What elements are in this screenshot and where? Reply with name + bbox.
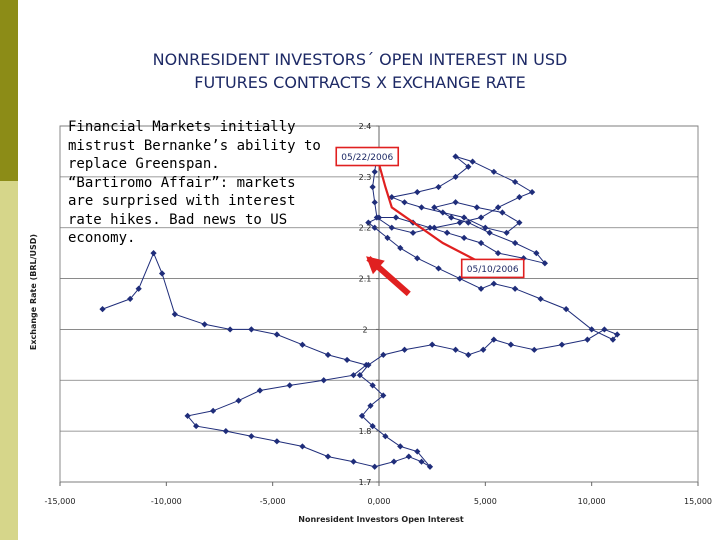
data-point bbox=[511, 285, 519, 292]
data-point bbox=[601, 326, 608, 333]
y-tick-label: 2.4 bbox=[359, 122, 372, 131]
data-point bbox=[588, 326, 595, 333]
data-point bbox=[365, 361, 372, 369]
data-point bbox=[490, 336, 497, 343]
date-annotation-box bbox=[460, 258, 525, 279]
x-tick-label: 15,000 bbox=[684, 497, 712, 506]
data-point bbox=[469, 158, 476, 165]
data-point bbox=[435, 183, 442, 191]
data-point bbox=[531, 346, 538, 353]
data-point bbox=[193, 422, 200, 430]
y-axis-label: Exchange Rate (BRL/USD) bbox=[29, 234, 38, 350]
data-point bbox=[367, 402, 374, 409]
data-point bbox=[477, 285, 485, 292]
date-annotation: 05/22/2006 bbox=[335, 146, 400, 167]
sidebar-accent-light bbox=[0, 181, 18, 540]
data-point bbox=[356, 372, 363, 379]
data-point bbox=[299, 443, 306, 450]
data-point bbox=[473, 204, 480, 211]
y-tick-label: 1.7 bbox=[359, 478, 372, 487]
data-point bbox=[365, 219, 372, 226]
data-point bbox=[414, 255, 421, 262]
data-point bbox=[480, 346, 487, 353]
date-annotation-box bbox=[335, 146, 400, 167]
data-point bbox=[452, 199, 459, 206]
data-point bbox=[369, 183, 376, 191]
x-tick-label: -10,000 bbox=[151, 497, 182, 506]
data-point bbox=[584, 336, 591, 343]
date-annotation-label: 05/22/2006 bbox=[341, 153, 393, 163]
data-point bbox=[563, 306, 570, 313]
data-point bbox=[429, 341, 436, 348]
data-point bbox=[371, 199, 378, 206]
chart-title: NONRESIDENT INVESTORS´ OPEN INTEREST IN … bbox=[60, 48, 660, 94]
x-tick-label: -15,000 bbox=[45, 497, 76, 506]
data-point bbox=[494, 250, 502, 257]
highlight-arrow-head bbox=[366, 256, 385, 275]
chart-title-line-2: FUTURES CONTRACTS X EXCHANGE RATE bbox=[194, 73, 526, 92]
data-point bbox=[465, 219, 472, 226]
data-point bbox=[448, 214, 455, 221]
data-point bbox=[477, 214, 485, 221]
data-point bbox=[201, 321, 208, 328]
callout-line-2: mistrust Bernanke’s ability to bbox=[68, 137, 321, 154]
data-point bbox=[397, 443, 404, 450]
x-tick-label: 0,000 bbox=[368, 497, 391, 506]
x-tick-label: 5,000 bbox=[474, 497, 497, 506]
data-point bbox=[507, 341, 514, 348]
data-point bbox=[460, 214, 468, 221]
data-point bbox=[435, 265, 442, 272]
data-point bbox=[380, 351, 387, 358]
data-point bbox=[452, 346, 459, 353]
chart-title-line-1: NONRESIDENT INVESTORS´ OPEN INTEREST IN … bbox=[152, 50, 568, 69]
y-tick-label: 2.3 bbox=[359, 173, 372, 182]
data-point bbox=[286, 382, 293, 389]
callout-text: Financial Markets initially mistrust Ber… bbox=[68, 118, 348, 248]
x-tick-label: -5,000 bbox=[260, 497, 286, 506]
data-point bbox=[273, 331, 281, 338]
data-point bbox=[533, 250, 540, 257]
x-tick-label: 10,000 bbox=[578, 497, 606, 506]
callout-line-3: replace Greenspan. bbox=[68, 156, 220, 172]
callout-line-4: “Bartiromo Affair”: markets bbox=[68, 174, 296, 191]
date-annotation-label: 05/10/2006 bbox=[467, 265, 519, 275]
data-point bbox=[426, 463, 434, 470]
data-point bbox=[477, 239, 485, 247]
y-tick-label: 2.1 bbox=[359, 275, 372, 284]
data-point bbox=[371, 224, 378, 231]
date-annotation: 05/10/2006 bbox=[460, 258, 525, 279]
data-point bbox=[558, 341, 566, 348]
highlight-path bbox=[375, 156, 493, 270]
callout-line-7: economy. bbox=[68, 230, 136, 246]
data-point bbox=[369, 382, 376, 389]
data-point bbox=[320, 377, 327, 384]
data-point bbox=[609, 336, 617, 343]
data-point bbox=[127, 295, 134, 303]
data-point bbox=[414, 448, 421, 455]
sidebar-accent-dark bbox=[0, 0, 18, 181]
data-point bbox=[499, 209, 506, 216]
data-point bbox=[405, 453, 412, 460]
data-point bbox=[382, 433, 389, 440]
y-tick-label: 2.2 bbox=[359, 224, 372, 233]
data-point bbox=[614, 331, 621, 338]
data-point bbox=[273, 438, 281, 445]
data-point bbox=[401, 199, 408, 206]
callout-line-6: rate hikes. Bad news to US bbox=[68, 211, 288, 228]
data-point bbox=[401, 346, 408, 353]
callout-line-5: are surprised with interest bbox=[68, 193, 296, 209]
callout-line-1: Financial Markets initially bbox=[68, 119, 296, 135]
data-point bbox=[392, 214, 400, 221]
series-line bbox=[102, 156, 619, 468]
x-axis-label: Nonresident Investors Open Interest bbox=[298, 515, 464, 524]
y-tick-label: 2 bbox=[362, 325, 367, 334]
data-point bbox=[541, 260, 548, 267]
data-point bbox=[371, 463, 378, 470]
y-tick-label: 1.8 bbox=[359, 427, 372, 436]
data-point bbox=[350, 372, 357, 379]
